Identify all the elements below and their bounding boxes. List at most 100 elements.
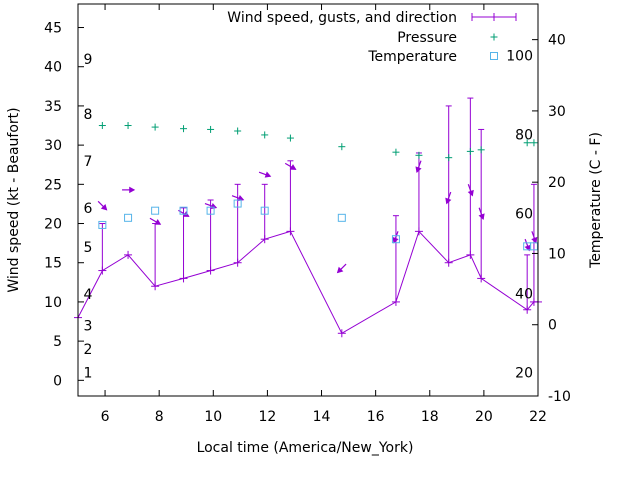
legend-label: Wind speed, gusts, and direction (227, 10, 457, 26)
beaufort-label: 3 (84, 318, 93, 334)
pressure-point (151, 123, 159, 131)
wind-point (124, 250, 133, 259)
pressure-point (477, 146, 485, 154)
pressure-point (415, 151, 423, 159)
x-tick-label: 14 (313, 409, 331, 425)
wind-point (414, 227, 423, 236)
beaufort-label: 2 (84, 342, 93, 358)
wind-direction-arrow (415, 160, 422, 173)
y-tick-label: 40 (44, 60, 62, 76)
temperature-point (529, 242, 538, 251)
x-tick-label: 10 (204, 409, 222, 425)
fahrenheit-label: 80 (515, 127, 533, 143)
wind-point (151, 282, 160, 291)
y2-tick-label: 30 (548, 104, 566, 120)
wind-point (391, 297, 400, 306)
wind-point (444, 258, 453, 267)
x-tick-label: 18 (421, 409, 439, 425)
legend-wind-sample (471, 13, 517, 21)
x-tick-label: 16 (367, 409, 385, 425)
pressure-point (523, 139, 531, 147)
wind-point (286, 227, 295, 236)
beaufort-label: 7 (84, 154, 93, 170)
fahrenheit-label: 60 (515, 207, 533, 223)
y2-tick-label: 10 (548, 246, 566, 262)
y2-tick-label: 20 (548, 175, 566, 191)
pressure-point (234, 127, 242, 135)
wind-direction-arrow (531, 231, 538, 244)
wind-point (206, 266, 215, 275)
legend-label: Temperature (367, 49, 457, 65)
pressure-point (466, 147, 474, 155)
beaufort-label: 9 (84, 52, 93, 68)
wind-point (260, 235, 269, 244)
temperature-point (98, 220, 107, 229)
wind-point (337, 329, 346, 338)
wind-direction-arrow (445, 191, 452, 205)
temperature-point (206, 206, 215, 215)
wind-point (477, 274, 486, 283)
x-axis-label: Local time (America/New_York) (197, 440, 414, 456)
y-tick-label: 10 (44, 295, 62, 311)
wind-point (523, 305, 532, 314)
pressure-point (392, 148, 400, 156)
fahrenheit-label: 100 (506, 48, 533, 64)
pressure-point (124, 122, 132, 130)
wind-direction-arrow (478, 207, 485, 220)
y2-axis-label: Temperature (C - F) (588, 132, 604, 269)
y-tick-label: 30 (44, 138, 62, 154)
temperature-point (233, 199, 242, 208)
x-tick-label: 6 (101, 409, 110, 425)
x-tick-label: 20 (475, 409, 493, 425)
temperature-point (151, 206, 160, 215)
pressure-point (530, 139, 538, 147)
wind-direction-arrow (149, 217, 162, 225)
temperature-point (260, 206, 269, 215)
temperature-point (391, 235, 400, 244)
y-tick-label: 35 (44, 99, 62, 115)
plot-frame (77, 3, 539, 397)
beaufort-label: 6 (84, 201, 93, 217)
y2-tick-label: 40 (548, 33, 566, 49)
temperature-point (337, 213, 346, 222)
beaufort-label: 4 (84, 287, 93, 303)
legend-pressure-sample (490, 33, 498, 41)
y-tick-label: 0 (53, 373, 62, 389)
wind-direction-arrow (524, 238, 531, 252)
wind-direction-arrow (122, 186, 136, 194)
wind-point (98, 266, 107, 275)
y-tick-label: 20 (44, 217, 62, 233)
y-tick-label: 15 (44, 256, 62, 272)
y2-tick-label: 0 (548, 318, 557, 334)
y-tick-label: 45 (44, 21, 62, 37)
wind-point (466, 250, 475, 259)
pressure-point (207, 125, 215, 133)
wind-direction-arrow (392, 231, 399, 244)
fahrenheit-label: 20 (515, 365, 533, 381)
wind-direction-arrow (258, 171, 272, 178)
y-axis-label: Wind speed (kt - Beaufort) (6, 107, 22, 292)
pressure-point (286, 134, 294, 142)
x-tick-label: 12 (258, 409, 276, 425)
pressure-point (261, 131, 269, 139)
wind-speed-line (77, 230, 538, 334)
y-tick-label: 25 (44, 177, 62, 193)
wind-direction-arrow (467, 184, 474, 197)
beaufort-label: 1 (84, 365, 93, 381)
wind-direction-arrow (336, 263, 347, 274)
pressure-point (98, 122, 106, 130)
wind-point (179, 274, 188, 283)
fahrenheit-label: 40 (515, 286, 533, 302)
wind-point (233, 258, 242, 267)
x-tick-label: 8 (155, 409, 164, 425)
x-tick-label: 22 (529, 409, 547, 425)
pressure-point (445, 154, 453, 162)
temperature-point (179, 206, 188, 215)
beaufort-label: 5 (84, 240, 93, 256)
legend-temperature-sample (490, 52, 498, 60)
wind-direction-arrow (284, 162, 297, 170)
pressure-point (180, 125, 188, 133)
y2-tick-label: -10 (548, 389, 571, 405)
temperature-point (124, 213, 133, 222)
